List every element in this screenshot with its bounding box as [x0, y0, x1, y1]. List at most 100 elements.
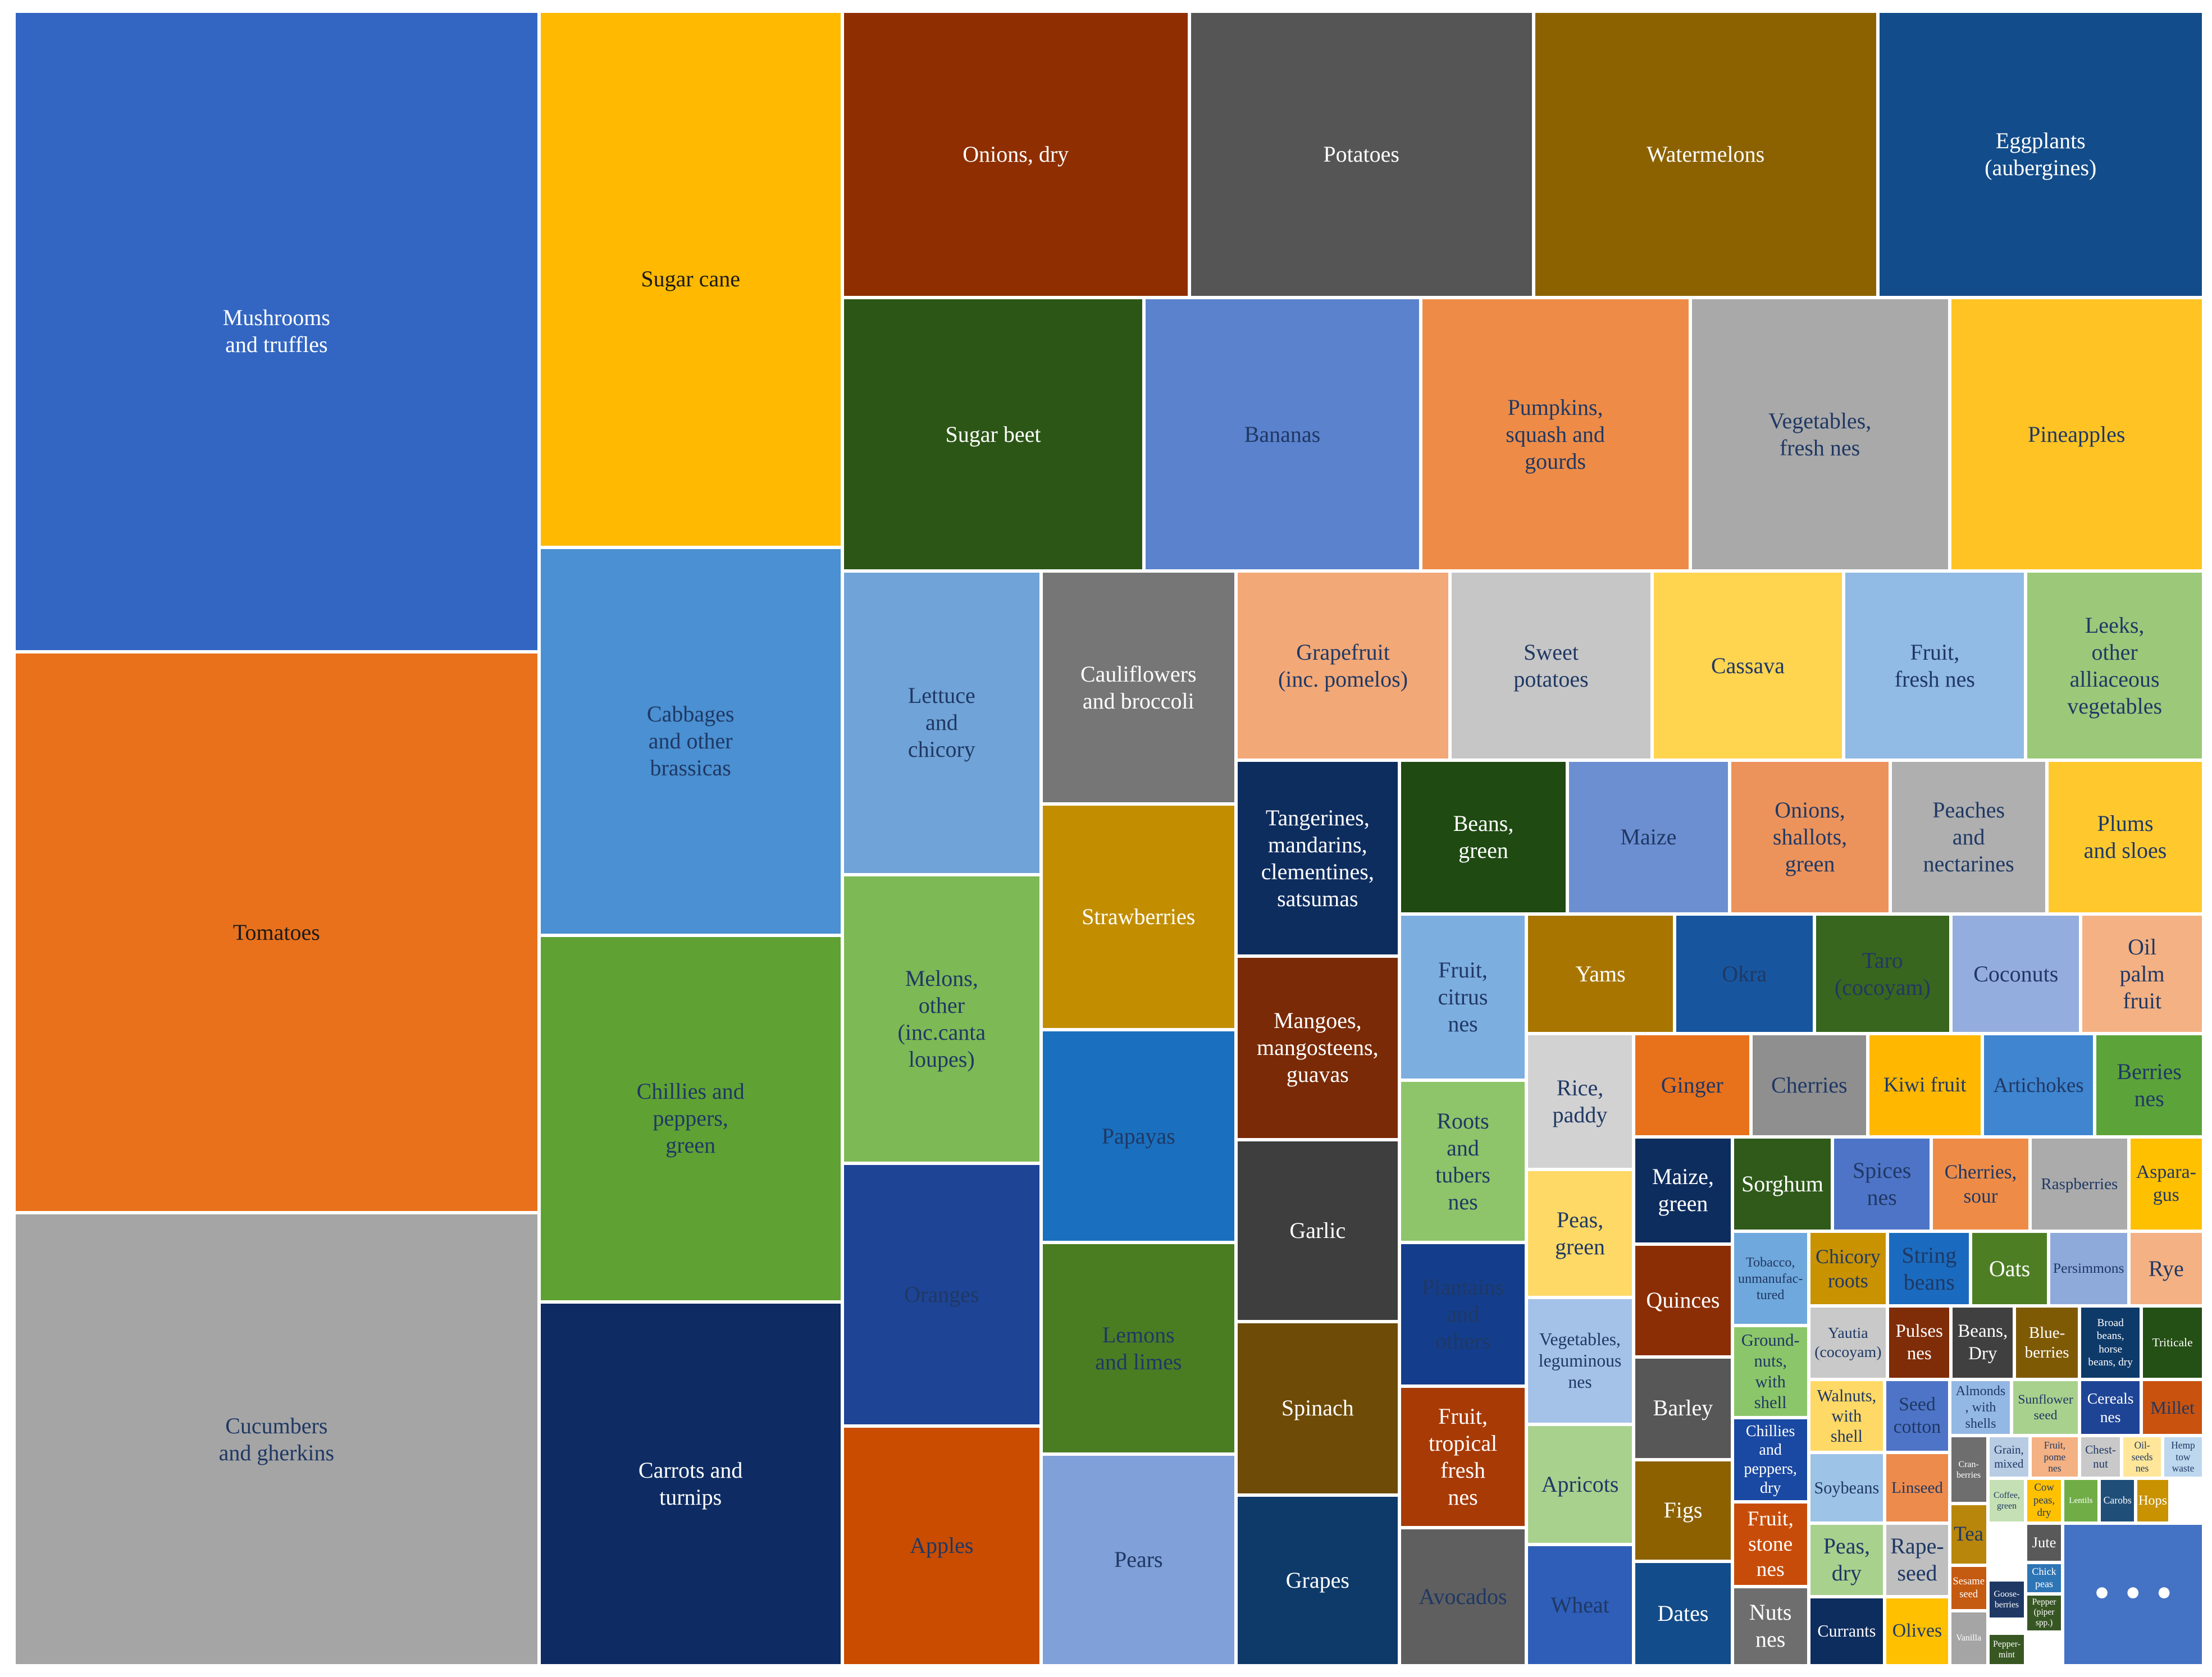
treemap-tile-label: Onions, dry	[963, 141, 1069, 167]
treemap-tile-label: Strawberries	[1082, 903, 1196, 929]
treemap-tile-label: Kiwi fruit	[1883, 1073, 1967, 1096]
treemap-tile-pears: Pears	[1041, 1454, 1236, 1666]
treemap-tile-oranges: Oranges	[842, 1163, 1041, 1426]
treemap-tile-grain-mixed: Grain, mixed	[1987, 1436, 2030, 1478]
treemap-tile-maize: Maize	[1567, 760, 1730, 914]
treemap-tile-label: Avocados	[1419, 1583, 1507, 1609]
treemap-tile-label: Cassava	[1711, 652, 1785, 678]
treemap-tile-label: Olives	[1892, 1620, 1942, 1641]
treemap-tile-label: Potatoes	[1323, 141, 1399, 167]
treemap-tile-label: Spices nes	[1852, 1157, 1912, 1210]
treemap-tile-hemp-tow-waste: Hemp tow waste	[2163, 1436, 2204, 1478]
treemap-tile-coconuts: Coconuts	[1951, 913, 2081, 1034]
treemap-tile-eggplants-aubergines: Eggplants (aubergines)	[1877, 11, 2204, 298]
treemap-tile-label: Pineapples	[2028, 421, 2126, 447]
treemap-tile-label: Hops	[2138, 1493, 2167, 1509]
treemap-tile-label: Tobacco, unmanufac- tured	[1738, 1254, 1803, 1303]
treemap-tile-label: Wheat	[1550, 1592, 1609, 1617]
treemap-tile-label: Ginger	[1661, 1072, 1723, 1098]
treemap-tile-leeks-other-alliaceous-vegetables: Leeks, other alliaceous vegetables	[2026, 571, 2204, 761]
treemap-tile-label: Figs	[1663, 1497, 1703, 1523]
treemap-tile-label: Carobs	[2103, 1495, 2132, 1506]
treemap-tile-sugar-cane: Sugar cane	[539, 11, 842, 547]
treemap-tile-label: Tomatoes	[232, 919, 320, 945]
treemap-tile-label: Pears	[1114, 1547, 1163, 1573]
treemap-tile-cereals-nes: Cereals nes	[2079, 1379, 2142, 1436]
treemap-tile-label: Pumpkins, squash and gourds	[1506, 394, 1605, 474]
treemap-tile-label: Maize, green	[1652, 1164, 1714, 1217]
treemap-tile-label: Persimmons	[2053, 1260, 2124, 1277]
treemap-tile-label: Rye	[2148, 1255, 2184, 1281]
treemap-tile-label: Artichokes	[1993, 1073, 2084, 1097]
treemap-tile-figs: Figs	[1634, 1460, 1732, 1561]
treemap-tile-label: Cereals nes	[2087, 1389, 2134, 1426]
treemap-tile-peas-green: Peas, green	[1526, 1169, 1634, 1298]
treemap-tile-fruit-tropical-fresh-nes: Fruit, tropical fresh nes	[1399, 1386, 1527, 1528]
treemap-tile-label: Mushrooms and truffles	[222, 305, 330, 358]
treemap-tile-vanilla: Vanilla	[1949, 1610, 1988, 1666]
treemap-tile-label: Beans, Dry	[1958, 1320, 2008, 1364]
treemap-tile-label: Maize	[1620, 824, 1677, 849]
treemap-tile-pineapples: Pineapples	[1949, 298, 2204, 572]
treemap-tile-label: Tea	[1954, 1522, 1984, 1546]
treemap-tile-label: Fruit, tropical fresh nes	[1428, 1404, 1498, 1510]
treemap-tile-vegetables-leguminous-nes: Vegetables, leguminous nes	[1526, 1297, 1634, 1425]
treemap-tile-label: Lettuce and chicory	[907, 683, 975, 762]
treemap-tile-label: Triticale	[2152, 1335, 2193, 1349]
treemap-tile-label: Yams	[1575, 961, 1626, 986]
treemap-tile-chillies-and-peppers-dry: Chillies and peppers, dry	[1732, 1417, 1809, 1502]
treemap-tile-label: Almonds , with shells	[1955, 1383, 2006, 1431]
treemap-tile-tomatoes: Tomatoes	[14, 651, 539, 1213]
treemap-tile-label: Rice, paddy	[1552, 1075, 1608, 1127]
treemap-tile-strawberries: Strawberries	[1041, 803, 1236, 1030]
treemap-tile-label: Roots and tubers nes	[1435, 1108, 1490, 1214]
treemap-tile-label: Barley	[1653, 1395, 1713, 1421]
treemap-tile-mushrooms-and-truffles: Mushrooms and truffles	[14, 11, 539, 652]
treemap-tile-hops: Hops	[2136, 1478, 2170, 1524]
treemap-tile-label: Vanilla	[1956, 1633, 1982, 1643]
treemap-tile-onions-dry: Onions, dry	[842, 11, 1189, 298]
treemap-tile-label: Goose- berries	[1994, 1589, 2020, 1610]
treemap-tile-label: Ground- nuts, with shell	[1741, 1331, 1800, 1412]
treemap-tile-persimmons: Persimmons	[2048, 1231, 2129, 1306]
treemap-tile-label: Mangoes, mangosteens, guavas	[1256, 1008, 1379, 1087]
treemap-tile-label: Grapes	[1285, 1567, 1349, 1593]
treemap-tile-potatoes: Potatoes	[1189, 11, 1534, 298]
treemap-tile-peas-dry: Peas, dry	[1808, 1523, 1885, 1597]
treemap-tile-label: Sorghum	[1741, 1171, 1824, 1196]
treemap-tile-label: Linseed	[1891, 1478, 1943, 1497]
treemap-tile-linseed: Linseed	[1885, 1452, 1950, 1524]
treemap-tile-label: Pulses nes	[1895, 1320, 1943, 1364]
treemap-tile-label: Bananas	[1244, 421, 1321, 447]
treemap-tile-label: Watermelons	[1647, 141, 1765, 167]
treemap-tile-watermelons: Watermelons	[1533, 11, 1878, 298]
treemap-tile-artichokes: Artichokes	[1982, 1034, 2095, 1137]
treemap-tile-label: Chicory roots	[1816, 1245, 1881, 1292]
treemap-tile-maize-green: Maize, green	[1634, 1136, 1732, 1244]
treemap-tile-beans-green: Beans, green	[1399, 760, 1567, 914]
treemap-tile-label: Fruit, citrus nes	[1438, 957, 1488, 1037]
treemap-tile-fruit-stone-nes: Fruit, stone nes	[1732, 1502, 1809, 1587]
treemap-tile-melons-other-inc-canta-loupes: Melons, other (inc.canta loupes)	[842, 874, 1041, 1164]
treemap-tile-label: Cucumbers and gherkins	[218, 1413, 335, 1465]
treemap-tile-avocados: Avocados	[1399, 1527, 1527, 1666]
treemap-tile-label: Tangerines, mandarins, clementines, sats…	[1261, 805, 1374, 911]
treemap-tile-label: Fruit, stone nes	[1747, 1507, 1794, 1582]
treemap-tile-chick-peas: Chick peas	[2026, 1562, 2063, 1594]
treemap-tile-label: Currants	[1817, 1621, 1876, 1641]
treemap-tile-barley: Barley	[1634, 1356, 1732, 1460]
treemap-tile-label: Carrots and turnips	[638, 1457, 743, 1510]
treemap-tile-carobs: Carobs	[2099, 1478, 2136, 1524]
treemap-tile-label: Cauliflowers and broccoli	[1080, 661, 1197, 714]
treemap-tile-label: Cow peas, dry	[2033, 1482, 2055, 1519]
treemap-tile-millet: Millet	[2141, 1379, 2204, 1436]
treemap-tile-label: Dates	[1657, 1600, 1709, 1626]
treemap-tile-olives: Olives	[1885, 1596, 1950, 1666]
treemap-tile-label: Fruit, fresh nes	[1894, 639, 1975, 692]
treemap-tile-raspberries: Raspberries	[2029, 1136, 2129, 1232]
treemap-tile-rice-paddy: Rice, paddy	[1526, 1034, 1634, 1169]
treemap-tile-fruit-pome-nes: Fruit, pome nes	[2029, 1436, 2079, 1478]
treemap-tile-label: Quinces	[1646, 1287, 1720, 1313]
treemap-tile-yams: Yams	[1526, 913, 1675, 1034]
